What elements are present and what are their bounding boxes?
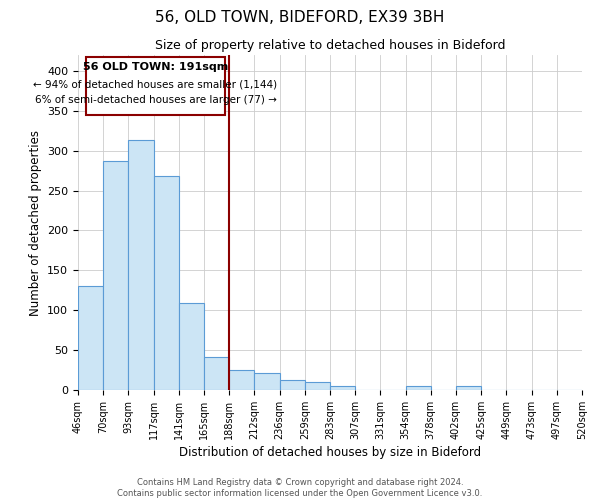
Bar [128,140,154,390]
Bar [204,358,229,390]
Bar [154,176,179,390]
Bar [254,373,280,390]
Text: ← 94% of detached houses are smaller (1,144): ← 94% of detached houses are smaller (1,… [34,80,278,90]
Y-axis label: Number of detached properties: Number of detached properties [29,130,41,316]
X-axis label: Distribution of detached houses by size in Bideford: Distribution of detached houses by size … [179,446,481,459]
Bar [103,161,128,390]
Bar [456,386,481,390]
Bar [229,370,254,390]
Bar [406,386,431,390]
Title: Size of property relative to detached houses in Bideford: Size of property relative to detached ho… [155,40,505,52]
Bar [179,303,204,390]
Bar [330,386,355,390]
Bar [280,380,305,390]
Bar [78,286,103,390]
Text: 56 OLD TOWN: 191sqm: 56 OLD TOWN: 191sqm [83,62,228,72]
Text: 6% of semi-detached houses are larger (77) →: 6% of semi-detached houses are larger (7… [35,96,277,106]
Text: 56, OLD TOWN, BIDEFORD, EX39 3BH: 56, OLD TOWN, BIDEFORD, EX39 3BH [155,10,445,25]
FancyBboxPatch shape [86,56,226,115]
Bar [305,382,330,390]
Text: Contains HM Land Registry data © Crown copyright and database right 2024.
Contai: Contains HM Land Registry data © Crown c… [118,478,482,498]
